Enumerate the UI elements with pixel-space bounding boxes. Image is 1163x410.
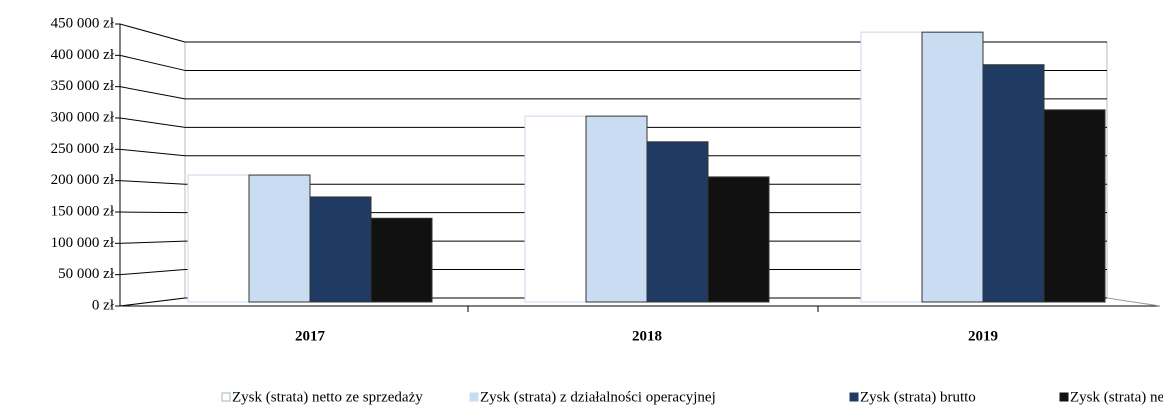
y-tick-label: 450 000 zł [51, 15, 115, 31]
grid-slant [119, 211, 186, 214]
grid-slant [119, 54, 186, 71]
grid-slant [119, 269, 186, 276]
bar [1043, 109, 1106, 303]
bar [860, 31, 923, 303]
bar [309, 196, 372, 303]
y-tick-label: 300 000 zł [51, 109, 115, 125]
y-tick-label: 50 000 zł [58, 266, 115, 282]
x-tick-label: 2018 [632, 328, 662, 344]
grid-slant [119, 240, 186, 244]
bar [187, 174, 250, 303]
bar [646, 141, 709, 303]
grid-slant [119, 297, 186, 307]
bar [585, 115, 648, 303]
bar [370, 217, 433, 303]
grid-slant [119, 180, 186, 185]
x-tick-label: 2017 [295, 328, 326, 344]
legend-label: Zysk (strata) netto ze sprzedaży [232, 389, 423, 405]
bar [982, 64, 1045, 303]
legend-label: Zysk (strata) netto [1070, 389, 1163, 405]
legend-swatch [221, 392, 231, 402]
y-tick-label: 200 000 zł [51, 172, 115, 188]
legend-swatch [849, 392, 859, 402]
bar [707, 176, 770, 303]
legend-swatch [469, 392, 479, 402]
grid-slant [119, 148, 186, 157]
grid-slant [119, 117, 186, 128]
y-tick-label: 350 000 zł [51, 78, 115, 94]
bar [524, 115, 587, 303]
bar [921, 31, 984, 303]
y-tick-label: 0 zł [92, 297, 115, 313]
legend-label: Zysk (strata) z działalności operacyjnej [480, 389, 716, 405]
x-tick-label: 2019 [968, 328, 998, 344]
y-tick-label: 150 000 zł [51, 203, 115, 219]
grid-slant [119, 86, 186, 100]
grid-slant [119, 23, 186, 43]
y-tick-label: 400 000 zł [51, 47, 115, 63]
bar [248, 174, 311, 303]
y-tick-label: 100 000 zł [51, 235, 115, 251]
y-tick-label: 250 000 zł [51, 141, 115, 157]
legend-label: Zysk (strata) brutto [860, 389, 976, 405]
legend-swatch [1059, 392, 1069, 402]
